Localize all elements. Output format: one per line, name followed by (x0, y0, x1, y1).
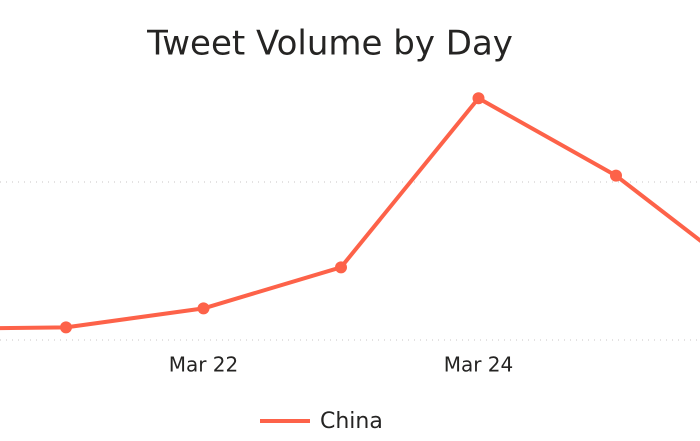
point (472, 92, 485, 105)
point (335, 261, 347, 274)
x-tick-label: Mar 24 (444, 353, 514, 377)
point (610, 169, 622, 182)
point (60, 321, 72, 334)
chart-title: Tweet Volume by Day (146, 24, 513, 64)
legend-label: China (320, 409, 383, 434)
point (197, 302, 210, 315)
line (0, 96, 700, 331)
x-tick-label: Mar 22 (169, 353, 239, 377)
